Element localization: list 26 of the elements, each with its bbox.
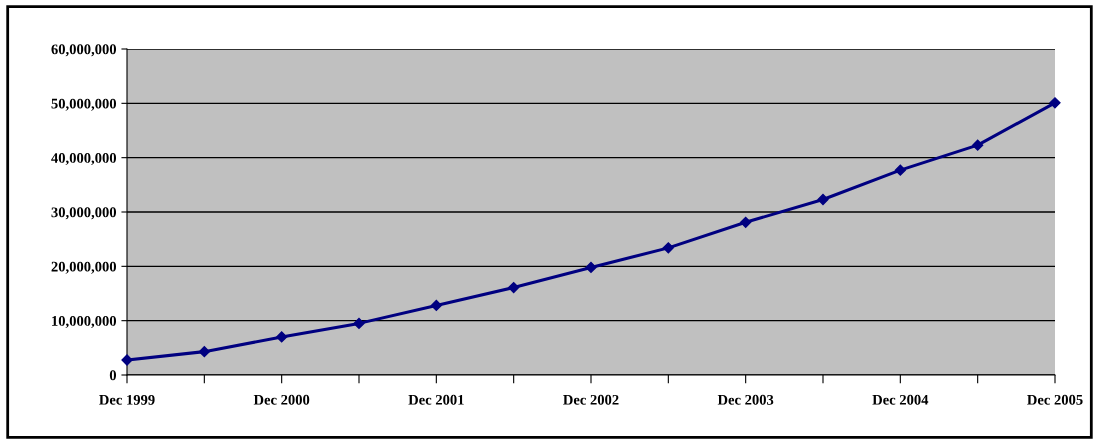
x-tick-label: Dec 2002 <box>563 394 619 405</box>
y-tick-label: 50,000,000 <box>51 98 117 111</box>
point <box>585 261 597 274</box>
x-tick-label: Dec 2003 <box>717 394 774 405</box>
point <box>430 299 442 312</box>
y-tick-label: 10,000,000 <box>52 316 117 328</box>
point <box>894 164 906 176</box>
point <box>740 216 752 228</box>
y-tick-label: 60,000,000 <box>51 44 117 57</box>
point <box>276 331 288 343</box>
point <box>508 281 520 294</box>
point <box>198 346 210 358</box>
y-tick-label: 20,000,000 <box>51 261 117 274</box>
point <box>817 193 829 206</box>
y-tick-label: 40,000,000 <box>51 153 117 165</box>
point <box>1049 97 1061 109</box>
point <box>972 139 984 151</box>
point <box>662 242 674 254</box>
x-tick-label: Dec 2005 <box>1027 394 1083 405</box>
y-tick-label: 30,000,000 <box>51 207 117 220</box>
y-tick-label: 0 <box>109 370 117 381</box>
point <box>353 317 365 329</box>
x-tick-label: Dec 2000 <box>253 394 310 405</box>
x-tick-label: Dec 2001 <box>408 394 464 405</box>
x-tick-label: Dec 1999 <box>99 394 155 405</box>
x-tick-label: Dec 2004 <box>872 394 929 405</box>
